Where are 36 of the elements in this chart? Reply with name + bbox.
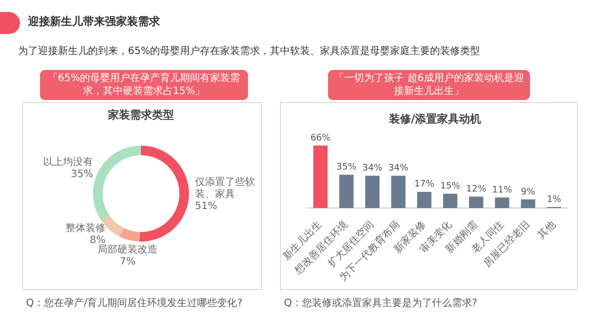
data-label: 35%: [336, 162, 357, 173]
bar: [469, 196, 484, 208]
data-label: 35%: [70, 169, 94, 180]
slice-label: 以上均没有: [43, 156, 94, 168]
x-tick-label: 其他: [535, 218, 558, 242]
slice-label: 仅添置了些软装、家具: [194, 176, 255, 200]
data-label: 8%: [90, 234, 106, 246]
data-label: 51%: [194, 201, 218, 212]
text: 「一切为了孩子 超6成用户的家装动机是迎接新生儿出生」: [328, 70, 530, 100]
text: Q：您在孕产/育儿期间居住环境发生过哪些变化?: [26, 296, 243, 310]
data-label: 12%: [466, 184, 487, 194]
data-label: 66%: [310, 133, 331, 144]
bar: [520, 199, 536, 208]
data-label: 11%: [492, 185, 513, 196]
chart-title: 装修/添置家具动机: [388, 112, 482, 126]
data-label: 34%: [388, 164, 409, 174]
data-label: 34%: [362, 164, 383, 174]
text: Q：您装修或添置家具主要是为了什么需求?: [284, 296, 478, 310]
data-label: 9%: [520, 187, 536, 198]
text: 为了迎接新生儿的到来，65%的母婴用户存在家装需求，其中软装、家具添置是母婴家庭主要的装修类型: [18, 44, 480, 58]
text: 迎接新生儿带来强家装需求: [28, 14, 160, 29]
bar: [494, 198, 510, 208]
bar: [443, 194, 458, 208]
data-label: 15%: [440, 182, 461, 192]
bar: [339, 174, 354, 208]
data-label: 1%: [546, 194, 562, 205]
chart-title: 家装需求类型: [107, 108, 174, 122]
slice-label: 局部硬装改造: [98, 244, 158, 256]
data-label: 7%: [120, 256, 136, 268]
text: 「65%的母婴用户在孕产育儿期间有家装需求，其中硬装需求占15%」: [40, 70, 248, 100]
bar: [313, 145, 328, 208]
bar: [391, 176, 406, 208]
data-label: 17%: [414, 180, 435, 190]
bar: [365, 176, 380, 208]
bar: [417, 192, 432, 208]
slice-label: 整体装修: [66, 222, 106, 234]
